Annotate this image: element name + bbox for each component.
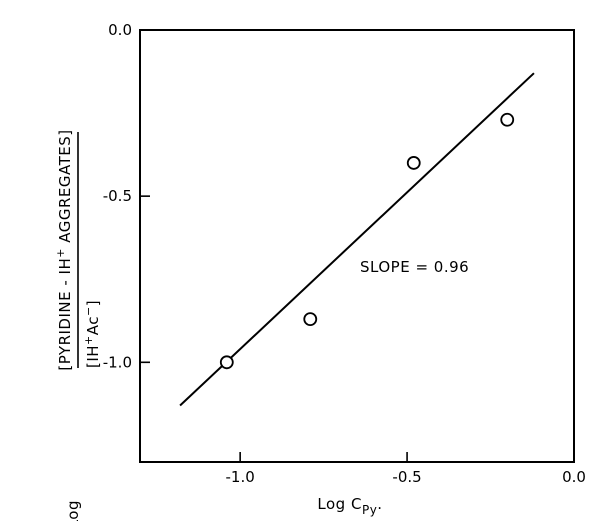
axis-ticks: -1.0 -0.5 0.0 0.0 -0.5 -1.0 xyxy=(103,21,586,486)
data-point-2 xyxy=(406,156,421,170)
data-points xyxy=(219,112,515,370)
y-axis-label: [PYRIDINE - IH+ AGGREGATES] [IH+Ac−] Log xyxy=(54,129,102,521)
fit-line xyxy=(179,72,535,407)
y-axis-label-numerator: [PYRIDINE - IH+ AGGREGATES] xyxy=(54,129,74,370)
x-tick-label-1: -0.5 xyxy=(392,468,421,486)
y-axis-label-log: Log xyxy=(64,500,82,521)
y-tick-label-0: 0.0 xyxy=(108,21,132,39)
slope-annotation: SLOPE = 0.96 xyxy=(360,258,469,276)
data-point-3 xyxy=(500,112,515,127)
x-tick-label-2: 0.0 xyxy=(562,468,586,486)
plot-frame xyxy=(139,29,575,463)
x-tick-label-0: -1.0 xyxy=(226,468,255,486)
data-point-0 xyxy=(219,355,234,370)
fit-line-group xyxy=(179,72,535,407)
data-point-1 xyxy=(303,312,318,327)
y-tick-label-2: -1.0 xyxy=(103,353,132,371)
x-axis-label: Log CPy. xyxy=(317,495,382,517)
y-axis-label-denominator: [IH+Ac−] xyxy=(82,300,102,368)
y-tick-label-1: -0.5 xyxy=(103,187,132,205)
